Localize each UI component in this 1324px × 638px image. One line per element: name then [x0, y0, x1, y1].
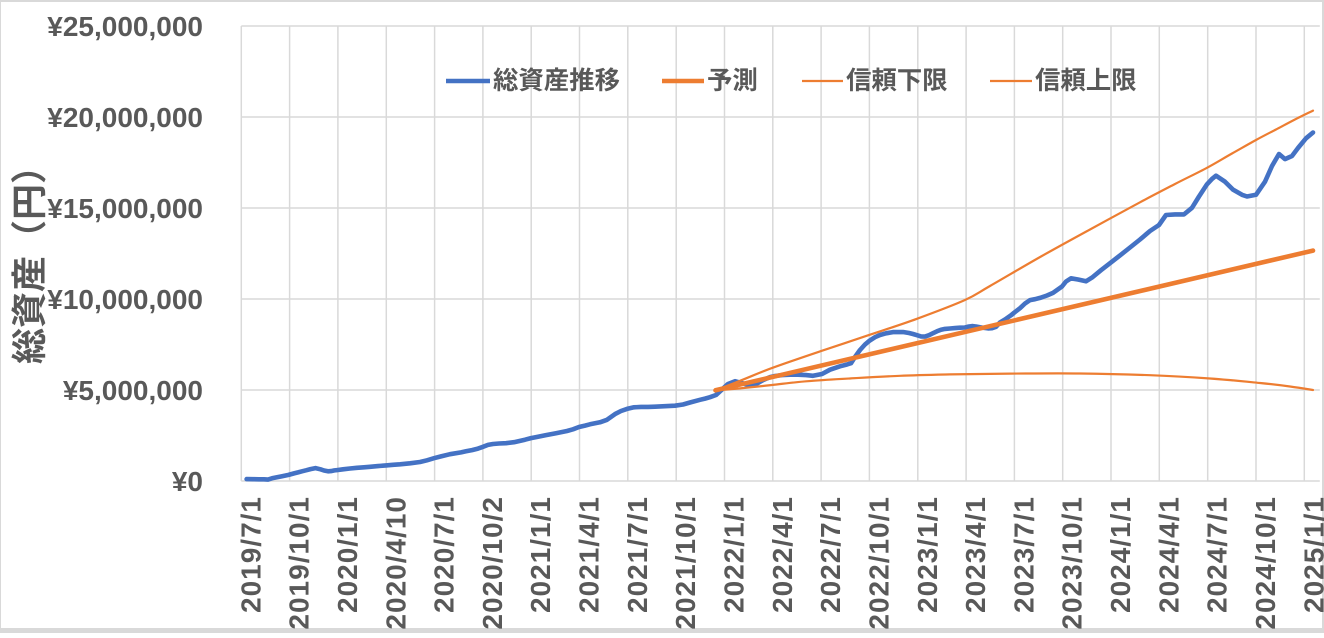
- svg-text:2021/4/1: 2021/4/1: [574, 496, 605, 613]
- svg-text:2020/7/1: 2020/7/1: [429, 496, 460, 613]
- svg-text:¥10,000,000: ¥10,000,000: [47, 284, 203, 315]
- svg-text:2021/7/1: 2021/7/1: [622, 496, 653, 613]
- svg-text:2021/10/1: 2021/10/1: [670, 496, 701, 630]
- svg-text:2023/10/1: 2023/10/1: [1057, 496, 1088, 630]
- svg-text:¥15,000,000: ¥15,000,000: [47, 193, 203, 224]
- svg-text:2019/10/1: 2019/10/1: [284, 496, 315, 630]
- svg-text:2020/4/10: 2020/4/10: [380, 496, 411, 630]
- svg-text:¥25,000,000: ¥25,000,000: [47, 11, 203, 42]
- svg-text:2024/1/1: 2024/1/1: [1105, 496, 1136, 613]
- svg-text:2019/7/1: 2019/7/1: [235, 496, 266, 613]
- svg-text:2022/1/1: 2022/1/1: [719, 496, 750, 613]
- svg-text:2023/1/1: 2023/1/1: [912, 496, 943, 613]
- svg-text:2023/4/1: 2023/4/1: [960, 496, 991, 613]
- svg-text:¥20,000,000: ¥20,000,000: [47, 102, 203, 133]
- svg-text:2024/7/1: 2024/7/1: [1202, 496, 1233, 613]
- svg-text:2022/7/1: 2022/7/1: [815, 496, 846, 613]
- svg-text:2022/10/1: 2022/10/1: [863, 496, 894, 630]
- svg-text:2022/4/1: 2022/4/1: [767, 496, 798, 613]
- svg-text:¥5,000,000: ¥5,000,000: [63, 375, 203, 406]
- svg-text:2021/1/1: 2021/1/1: [525, 496, 556, 613]
- svg-text:2023/7/1: 2023/7/1: [1008, 496, 1039, 613]
- svg-text:2024/4/1: 2024/4/1: [1153, 496, 1184, 613]
- svg-text:2025/1/1: 2025/1/1: [1298, 496, 1324, 613]
- svg-text:2024/10/1: 2024/10/1: [1250, 496, 1281, 630]
- svg-text:2020/10/2: 2020/10/2: [477, 496, 508, 630]
- svg-text:2020/1/1: 2020/1/1: [332, 496, 363, 613]
- svg-text:¥0: ¥0: [172, 466, 203, 497]
